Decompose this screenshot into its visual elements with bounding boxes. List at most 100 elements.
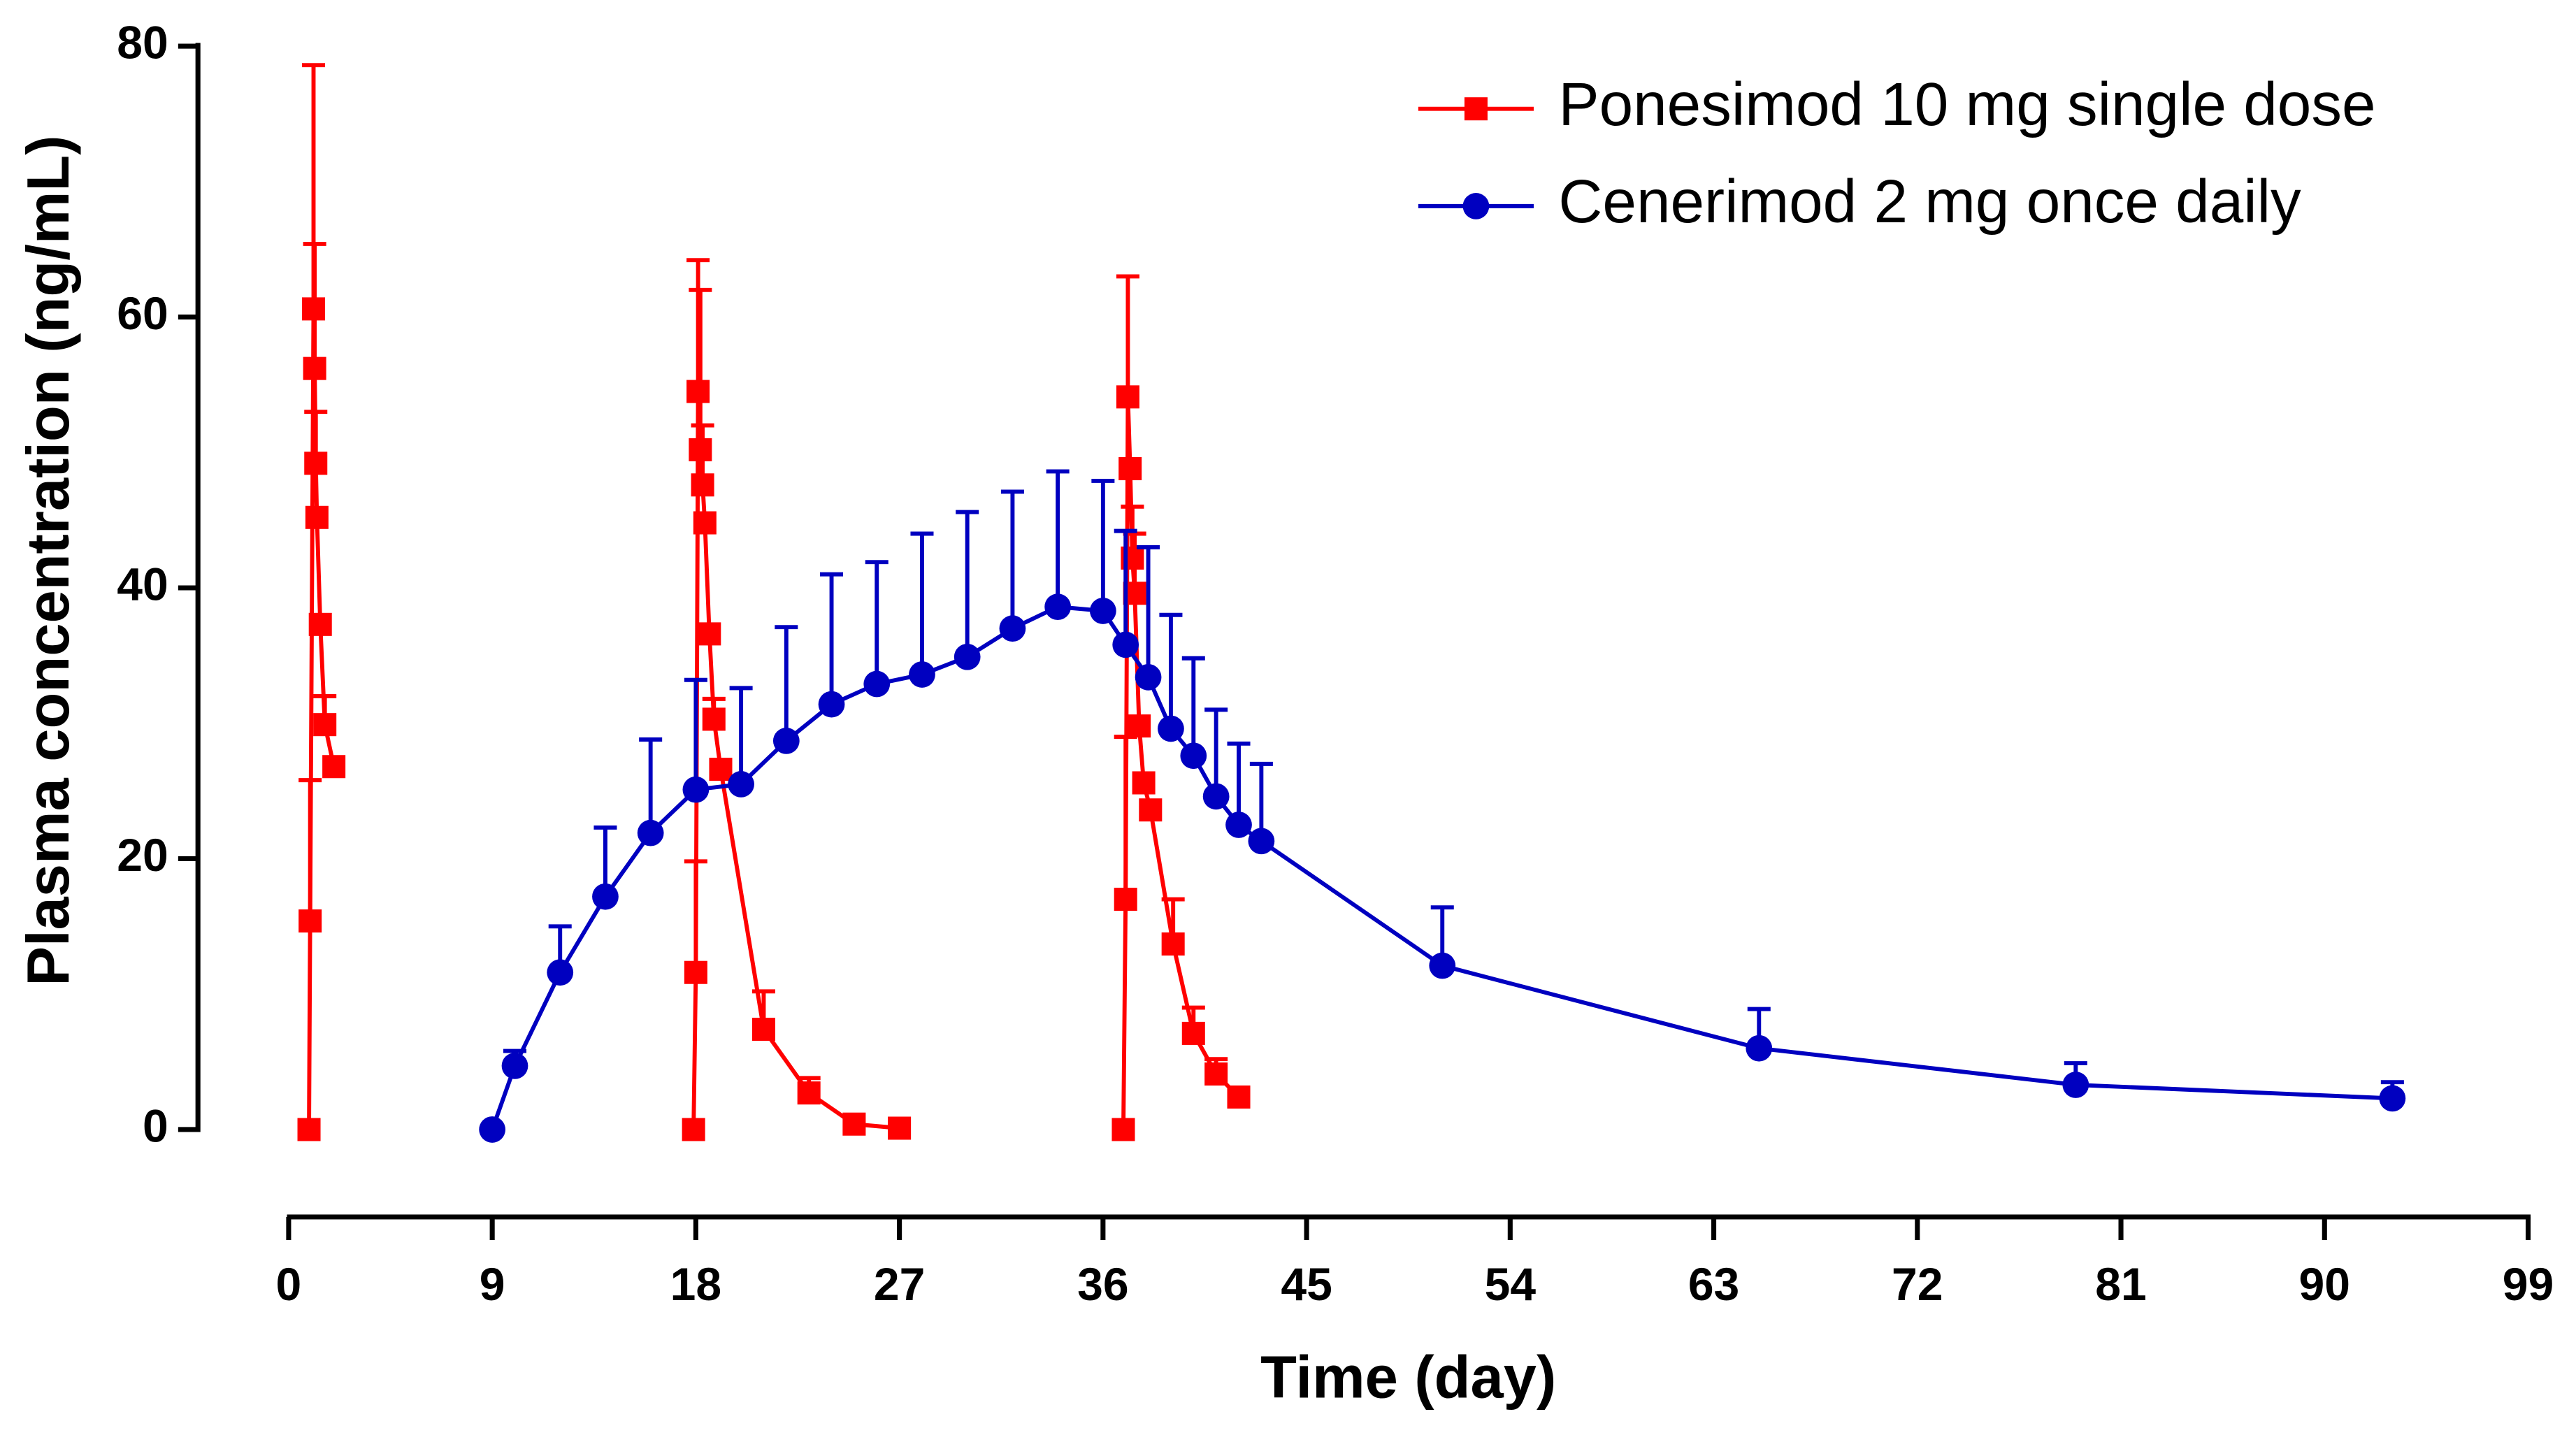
data-point [888,1116,912,1140]
error-bar [686,258,710,392]
data-point [954,643,981,670]
data-point [1139,798,1163,822]
data-point [479,1116,506,1143]
data-point [1114,888,1137,911]
data-point [818,691,845,718]
data-point [1429,952,1456,979]
data-point [728,771,754,798]
data-point [682,1118,705,1141]
x-tick-label: 99 [2503,1258,2554,1310]
data-point [2379,1085,2406,1112]
data-point [689,438,712,461]
y-tick-label: 0 [143,1099,168,1151]
x-tick-label: 9 [480,1258,505,1310]
error-bar [1181,656,1205,756]
error-bar [684,677,707,790]
legend-marker [1464,97,1488,121]
data-point [684,960,707,984]
data-point [2062,1072,2089,1098]
data-point [298,909,322,933]
data-point [698,622,721,646]
y-tick-label: 60 [117,287,168,339]
data-point [305,505,329,529]
error-bar [729,686,753,784]
error-bar [1114,528,1137,645]
data-point [1112,631,1139,658]
x-tick-label: 45 [1281,1258,1332,1310]
y-tick-label: 40 [117,558,168,610]
x-tick-label: 36 [1077,1258,1128,1310]
data-point [1128,714,1151,738]
error-bar [820,572,844,705]
data-point [313,713,337,737]
data-point [592,883,619,910]
error-bar [689,287,712,450]
data-point [1181,1021,1205,1045]
data-point [1180,742,1207,770]
data-point [1202,783,1230,810]
error-bar [1091,479,1115,611]
error-bar [865,560,888,684]
x-tick-label: 63 [1688,1258,1739,1310]
data-point [1204,1062,1228,1086]
error-bar [1227,741,1251,825]
error-bar [684,859,707,973]
data-point [686,380,710,403]
data-point [842,1112,866,1136]
data-point [682,776,710,803]
x-axis-label: Time (day) [1260,1343,1556,1410]
data-point [1158,715,1184,742]
data-point [693,511,717,535]
data-point [1118,457,1142,481]
data-point [1132,771,1156,795]
data-point [1116,385,1139,409]
error-bar [1159,612,1183,729]
data-point [1161,932,1185,956]
error-bar [775,625,798,741]
data-point [999,615,1026,642]
data-point [709,758,733,781]
data-point [772,728,800,754]
data-point [1248,828,1275,855]
data-point [308,612,332,636]
data-point [1746,1034,1773,1062]
x-tick-label: 72 [1892,1258,1943,1310]
data-point [1135,664,1162,691]
data-point [547,959,574,986]
y-tick-label: 80 [117,17,168,69]
data-point [322,755,346,779]
error-bar [956,510,979,657]
error-bar [1000,489,1024,629]
data-point [1225,812,1252,838]
legend-label: Cenerimod 2 mg once daily [1558,168,2301,236]
error-bar [910,531,934,675]
legend-label: Ponesimod 10 mg single dose [1558,71,2375,138]
data-point [637,819,664,846]
x-tick-label: 81 [2095,1258,2146,1310]
legend-marker [1462,193,1490,219]
error-bar [298,778,322,921]
x-tick-label: 18 [670,1258,721,1310]
data-point [303,356,326,380]
error-bar [1114,735,1137,900]
data-point [501,1053,528,1079]
data-point [702,707,726,731]
x-tick-label: 0 [276,1258,302,1310]
data-point [797,1081,821,1105]
x-tick-label: 90 [2299,1258,2350,1310]
error-bar [1116,274,1139,397]
data-point [297,1118,321,1141]
x-tick-label: 27 [874,1258,925,1310]
x-tick-label: 54 [1485,1258,1537,1310]
data-point [1044,593,1072,621]
error-bar [1137,545,1160,677]
data-point [1227,1085,1251,1109]
data-point [301,297,326,321]
error-bar [1204,707,1228,797]
data-point [304,452,328,475]
series-line [307,308,1241,1130]
y-tick-label: 20 [117,829,168,881]
data-point [863,670,891,698]
